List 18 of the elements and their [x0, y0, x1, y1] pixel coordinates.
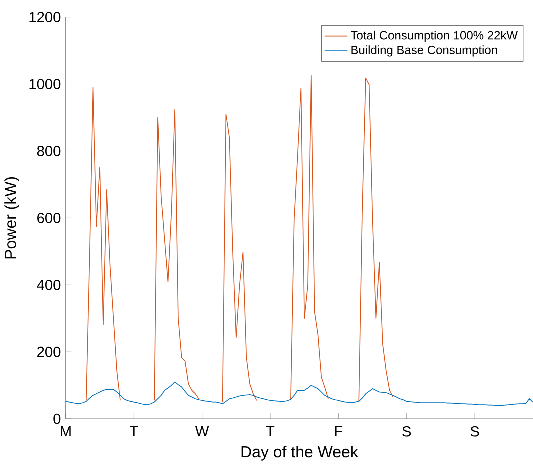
legend-label: Total Consumption 100% 22kW [351, 30, 518, 42]
y-tick-label: 1200 [30, 12, 61, 23]
y-tick-label: 600 [38, 213, 61, 224]
x-tick-label: T [130, 426, 138, 437]
y-tick-label: 400 [37, 280, 61, 290]
x-axis-title: Day of the Week [242, 446, 358, 461]
y-tick-label: 1000 [30, 79, 61, 90]
y-tick-label: 0 [54, 414, 61, 424]
legend-label: Building Base Consumption [352, 46, 498, 57]
x-tick-label: F [335, 426, 343, 437]
y-tick-label: 200 [38, 346, 61, 358]
x-tick-label: W [195, 426, 210, 437]
x-tick-label: M [61, 426, 71, 437]
x-tick-label: S [470, 426, 480, 437]
y-axis-title: Power (kW) [4, 177, 20, 259]
x-tick-label: T [266, 426, 275, 437]
y-tick-label: 800 [37, 146, 61, 156]
x-tick-label: S [402, 426, 412, 437]
